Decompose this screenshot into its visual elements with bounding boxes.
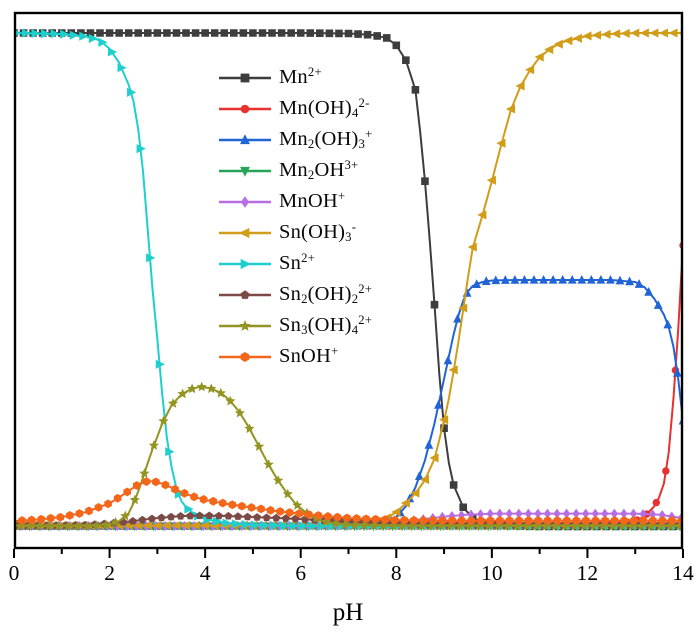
x-axis-title: pH	[333, 599, 364, 626]
x-tick-label: 2	[104, 561, 115, 585]
plot-border	[13, 11, 684, 550]
x-axis: 0 2 4 6 8 10 12 14	[9, 549, 694, 585]
legend-item-mn2oh: Mn2OH3+	[218, 155, 372, 186]
legend-item-mnoh: MnOH+	[218, 186, 372, 217]
x-tick-label: 12	[577, 561, 599, 585]
legend-label-snoh: SnOH+	[279, 344, 339, 367]
legend-item-mnoh4: Mn(OH)42-	[218, 93, 372, 124]
legend-swatch-triangle-left-marker	[219, 227, 271, 238]
x-tick-label: 8	[391, 561, 402, 585]
x-tick-label: 14	[672, 561, 694, 585]
series-markers-sn3oh4	[14, 381, 683, 531]
series-snoh	[14, 477, 683, 525]
legend-item-sn2plus: Sn2+	[218, 248, 372, 279]
legend-item-snoh3: Sn(OH)3-	[218, 217, 372, 248]
legend-label-snoh3: Sn(OH)3-	[279, 220, 357, 244]
x-tick-label: 10	[481, 561, 503, 585]
legend-item-sn3oh4: Sn3(OH)42+	[218, 310, 372, 341]
legend-swatch-hexagon-marker	[219, 351, 271, 362]
x-tick-label: 4	[200, 561, 211, 585]
x-tick-label: 0	[9, 561, 20, 585]
legend-label-mn2plus: Mn2+	[279, 65, 322, 88]
legend-swatch-triangle-down-marker	[219, 166, 271, 177]
series-line-sn3oh4	[14, 385, 683, 528]
legend-swatch-star-marker	[219, 319, 271, 331]
legend-label-mnoh: MnOH+	[279, 189, 346, 212]
legend-item-snoh: SnOH+	[218, 341, 372, 372]
legend-label-mn2oh3: Mn2(OH)3+	[279, 127, 373, 151]
legend-label-sn2oh2: Sn2(OH)22+	[279, 282, 373, 306]
legend-swatch-circle-marker	[219, 104, 271, 113]
legend-swatch-pentagon-marker	[219, 289, 271, 299]
legend-item-sn2oh2: Sn2(OH)22+	[218, 279, 372, 310]
legend-label-sn3oh4: Sn3(OH)42+	[279, 313, 373, 337]
legend-label-mn2oh: Mn2OH3+	[279, 158, 359, 182]
x-tick-label: 6	[295, 561, 306, 585]
legend-label-sn2plus: Sn2+	[279, 251, 315, 274]
legend-swatch-square-marker	[219, 73, 271, 82]
series-markers-snoh	[18, 477, 683, 525]
legend-item-mn2oh3: Mn2(OH)3+	[218, 124, 372, 155]
legend-label-mnoh4: Mn(OH)42-	[279, 96, 370, 120]
legend-swatch-triangle-right-marker	[219, 258, 271, 269]
series-layer	[14, 28, 683, 532]
legend-item-mn2plus: Mn2+	[218, 62, 372, 93]
legend: Mn2+ Mn(OH)42- Mn2(OH)3+ Mn2OH3+ MnOH+ Sn(OH)…	[218, 62, 372, 372]
series-sn3oh4	[14, 381, 683, 531]
legend-swatch-triangle-up-marker	[219, 133, 271, 144]
legend-swatch-diamond-marker	[219, 195, 271, 208]
